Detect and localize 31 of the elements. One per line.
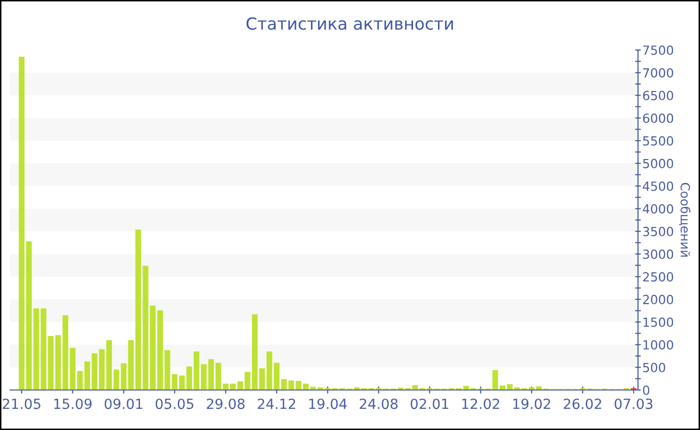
- y-tick-label: 3000: [643, 249, 674, 259]
- x-tick-label: 12.02: [462, 398, 500, 410]
- x-tick-label: 19.02: [513, 398, 550, 410]
- y-tick-label: 4500: [642, 181, 674, 191]
- x-tick-label: 19.04: [309, 398, 347, 410]
- y-tick-label: 500: [643, 362, 666, 372]
- x-tick-label: 24.12: [258, 398, 296, 409]
- y-tick-label: 1000: [644, 340, 674, 350]
- x-tick-label: 29.08: [206, 398, 245, 410]
- y-tick-label: 3500: [643, 226, 674, 236]
- x-tick-label: 24.08: [360, 398, 398, 410]
- chart-title: Статистика активности: [246, 17, 453, 30]
- x-tick-label: 21.05: [2, 398, 40, 410]
- y-tick-label: 5500: [643, 136, 674, 146]
- x-tick-label: 15.09: [54, 398, 92, 410]
- y-tick-label: 0: [642, 385, 650, 395]
- y-tick-label: 2000: [643, 294, 674, 304]
- y-tick-label: 7500: [643, 45, 674, 55]
- y-tick-label: 1500: [644, 317, 674, 327]
- x-tick-label: 05.05: [156, 398, 194, 410]
- y-tick-label: 4000: [642, 204, 674, 214]
- x-tick-label: 02.01: [410, 398, 448, 410]
- y-tick-label: 2500: [643, 272, 674, 282]
- x-tick-label: 09.01: [104, 398, 142, 410]
- y-axis-title: Сообщений: [679, 182, 690, 257]
- x-tick-label: 07.03: [614, 398, 652, 410]
- y-tick-label: 6000: [643, 113, 674, 123]
- x-tick-label: 26.02: [564, 398, 602, 410]
- y-tick-label: 7000: [643, 68, 674, 78]
- y-tick-label: 5000: [643, 158, 674, 168]
- y-tick-label: 6500: [643, 90, 674, 100]
